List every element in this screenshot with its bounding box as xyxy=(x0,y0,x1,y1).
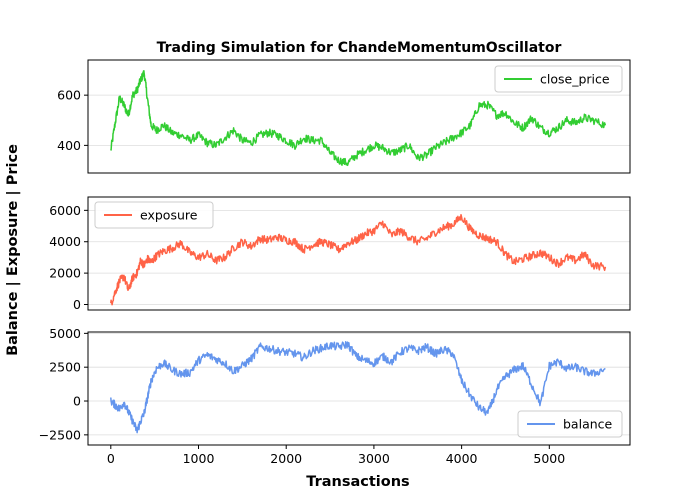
y-tick-label: 4000 xyxy=(49,234,81,249)
y-tick-label: 2500 xyxy=(49,360,81,375)
subplot-exposure: 0 2000 4000 6000 exposure xyxy=(49,196,631,312)
y-axis-label: Balance | Exposure | Price xyxy=(5,144,21,356)
legend-label: close_price xyxy=(540,72,610,87)
axes-frame xyxy=(87,59,631,174)
chart-title: Trading Simulation for ChandeMomentumOsc… xyxy=(157,40,562,56)
legend-balance: balance xyxy=(517,410,623,438)
y-tick-label: 600 xyxy=(57,88,81,103)
y-tick-label: 400 xyxy=(57,138,81,153)
x-tick-label: 2000 xyxy=(270,451,302,466)
legend-label: exposure xyxy=(140,208,198,223)
y-tick-label: 0 xyxy=(73,394,81,409)
y-tick-label: 2000 xyxy=(49,266,81,281)
series-line-balance xyxy=(110,341,606,434)
x-tick-label: 4000 xyxy=(446,451,478,466)
legend-exposure: exposure xyxy=(94,201,214,229)
subplot-panels: 400 600 close_price 0 2000 4000 6000 exposure −2… xyxy=(39,59,631,466)
y-tick-label: −2500 xyxy=(39,427,81,442)
series-line-close_price xyxy=(110,69,607,167)
y-tick-label: 0 xyxy=(73,297,81,312)
subplot-balance: −2500 0 2500 5000 balance xyxy=(39,326,631,446)
legend-label: balance xyxy=(563,417,613,432)
legend-close_price: close_price xyxy=(494,65,623,93)
axes-frame xyxy=(87,196,631,311)
x-axis-label: Transactions xyxy=(306,474,409,490)
subplot-close_price: 400 600 close_price xyxy=(57,59,631,174)
x-tick-label: 3000 xyxy=(358,451,390,466)
series-line-exposure xyxy=(110,213,607,306)
axes-frame xyxy=(87,331,631,446)
x-tick-label: 5000 xyxy=(533,451,565,466)
x-axis: 0 1000 2000 3000 4000 5000 xyxy=(107,445,565,466)
legend-box xyxy=(94,201,214,229)
legend-box xyxy=(494,65,623,93)
legend-box xyxy=(517,410,623,438)
y-tick-label: 5000 xyxy=(49,326,81,341)
x-tick-label: 0 xyxy=(107,451,115,466)
x-tick-label: 1000 xyxy=(183,451,215,466)
y-tick-label: 6000 xyxy=(49,203,81,218)
